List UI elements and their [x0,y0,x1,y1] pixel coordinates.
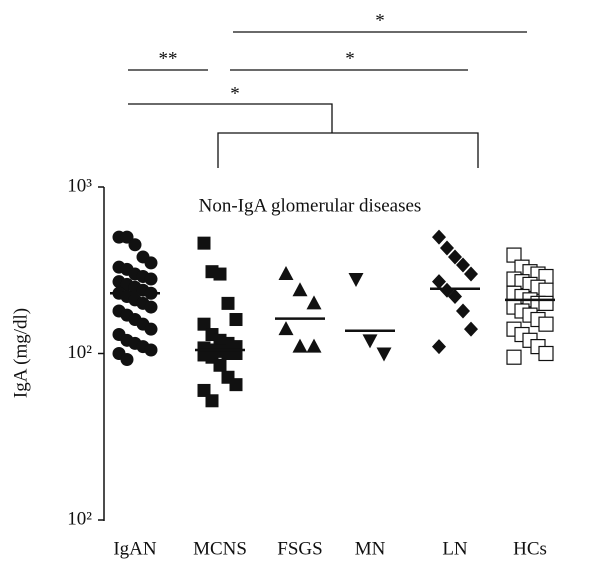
point [456,257,470,273]
point [306,295,322,310]
point [292,282,308,297]
annotation: * [230,83,240,104]
point [144,300,158,314]
x-tick-label: MCNS [193,538,247,559]
point [376,347,392,362]
point [205,394,219,408]
point [538,295,554,311]
x-tick-label: MN [355,538,386,559]
annotation: ** [159,48,178,69]
point [221,296,235,310]
point [292,338,308,353]
point [144,322,158,336]
point [213,358,227,372]
point [348,273,364,288]
point [538,316,554,332]
point [464,321,478,337]
point [213,267,227,281]
point [144,256,158,270]
point [432,339,446,355]
point [278,321,294,336]
point [432,274,446,290]
x-tick-label: IgAN [113,538,157,559]
point [144,272,158,286]
point [229,313,243,327]
annotation: * [375,10,385,31]
point [506,349,522,365]
x-tick-label: FSGS [277,538,322,559]
bracket [128,103,333,133]
point [538,282,554,298]
point [506,247,522,263]
point [306,338,322,353]
y-axis-label: IgA (mg/dl) [10,308,31,398]
point [229,378,243,392]
annotation: Non-IgA glomerular diseases [199,195,422,216]
y-tick-label: 10² [67,508,92,529]
point [538,345,554,362]
point [278,266,294,281]
point [128,238,142,252]
point [362,334,378,349]
significance-brackets [128,31,527,168]
annotation: * [345,48,355,69]
point [448,288,462,304]
point [197,236,211,250]
point [144,343,158,357]
bracket [217,132,479,168]
x-tick-label: HCs [513,538,547,559]
point [448,249,462,265]
point [456,303,470,319]
point [440,240,454,256]
point [432,229,446,245]
point [197,383,211,397]
y-tick-label: 10³ [67,175,92,196]
x-tick-label: LN [442,538,468,559]
point [464,266,478,282]
y-tick-label: 10² [67,342,92,363]
point [120,353,134,367]
point [197,317,211,331]
